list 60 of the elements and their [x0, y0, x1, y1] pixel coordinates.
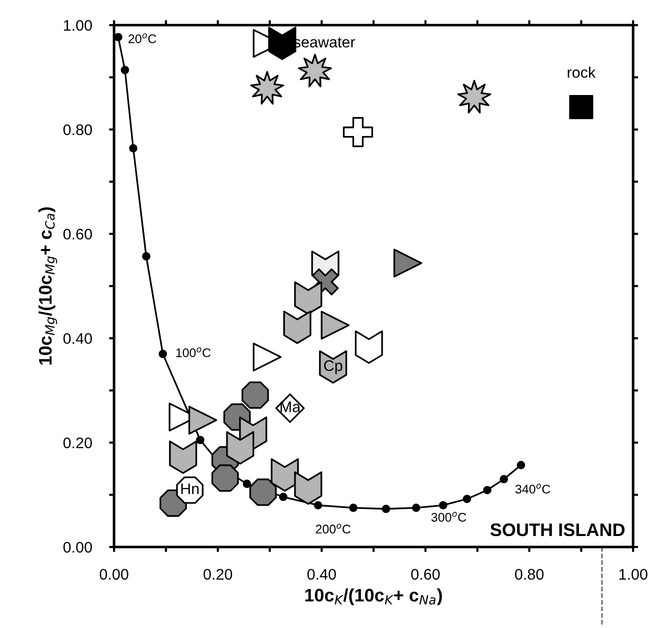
point — [268, 26, 296, 60]
annotation: 20$^{o}$C — [128, 33, 156, 44]
y-tick-label: 0.20 — [63, 437, 92, 448]
x-tick-label: 0.60 — [411, 568, 440, 580]
y-axis-title: 10c$_{Mg}$/(10c$_{Mg}$+ c$_{Ca}$) — [38, 207, 58, 365]
point — [270, 458, 299, 492]
y-tick-label: 0.00 — [63, 542, 92, 553]
y-tick-label: 0.40 — [63, 333, 92, 344]
point — [169, 440, 198, 474]
point — [354, 330, 383, 364]
point — [462, 494, 472, 504]
point — [294, 281, 322, 315]
point — [412, 504, 420, 512]
point — [226, 431, 254, 465]
point — [516, 460, 526, 470]
point — [279, 492, 288, 502]
point — [120, 66, 130, 74]
point — [158, 350, 168, 358]
point — [483, 486, 492, 494]
annotation: 300$^{o}$C — [431, 512, 466, 522]
annotation: Hn — [181, 484, 199, 494]
y-tick-label: 1.00 — [64, 20, 92, 31]
point — [242, 480, 252, 488]
annotation: 200$^{o}$C — [316, 524, 350, 534]
point — [298, 54, 332, 88]
point — [283, 310, 312, 344]
x-axis-title: 10c$_{K}$/(10c$_{K}$+ c$_{Na}$) — [305, 588, 442, 606]
point — [142, 252, 150, 260]
point — [242, 381, 269, 409]
point — [196, 436, 204, 444]
point — [252, 342, 282, 372]
point — [393, 248, 422, 278]
point — [294, 471, 322, 505]
annotation: 100$^{o}$C — [176, 347, 211, 358]
point — [129, 144, 138, 152]
point — [320, 310, 350, 340]
x-tick-label: 0.40 — [307, 568, 336, 580]
x-tick-label: 0.80 — [515, 568, 544, 580]
y-tick-label: 0.80 — [63, 124, 92, 136]
point — [382, 504, 390, 514]
x-tick-label: 1.00 — [619, 568, 648, 580]
annotation: SOUTH ISLAND — [490, 523, 625, 536]
x-tick-label: 0.20 — [204, 568, 232, 580]
point — [211, 464, 239, 492]
point — [438, 501, 448, 510]
annotation: Cp — [324, 360, 342, 374]
point — [349, 504, 358, 512]
x-tick-label: 0.00 — [100, 568, 128, 580]
point — [342, 117, 374, 148]
annotation: Ma — [280, 402, 301, 412]
point — [250, 70, 284, 105]
point — [249, 478, 277, 506]
point — [569, 95, 594, 120]
point — [314, 501, 322, 510]
y-tick-label: 0.60 — [63, 228, 92, 240]
point — [457, 80, 492, 114]
point — [188, 406, 218, 435]
annotation: 340$^{o}$C — [515, 484, 550, 494]
point — [500, 474, 508, 484]
annotation: rock — [568, 66, 596, 78]
